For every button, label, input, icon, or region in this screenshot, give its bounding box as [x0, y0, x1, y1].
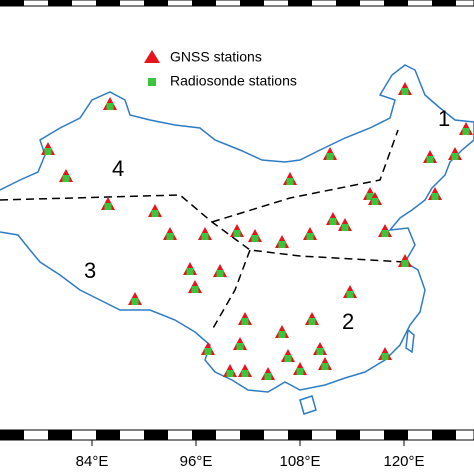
boundary [211, 129, 399, 223]
radiosonde-station [44, 148, 52, 155]
radiosonde-station [366, 193, 374, 200]
radiosonde-station [106, 103, 114, 110]
frame-stripe [336, 0, 360, 6]
radiosonde-station [241, 370, 249, 377]
frame-stripe [96, 430, 120, 440]
region-label: 3 [84, 258, 96, 283]
radiosonde-station [62, 175, 70, 182]
radiosonde-station [151, 210, 159, 217]
x-tick-label: 120°E [383, 453, 424, 470]
frame-stripe [48, 430, 72, 440]
frame-stripe [384, 0, 408, 6]
country-outline [0, 64, 474, 393]
radiosonde-station [321, 363, 329, 370]
frame-stripe [432, 430, 456, 440]
legend: GNSS stations Radiosonde stations [144, 49, 297, 89]
boundary [211, 249, 251, 331]
x-tick-label: 84°E [76, 453, 109, 470]
frame-stripe [0, 430, 24, 440]
legend-label: Radiosonde stations [170, 73, 297, 89]
radiosonde-station [346, 291, 354, 298]
legend-label: GNSS stations [170, 49, 262, 65]
x-axis: 84°E 96°E 108°E 120°E [76, 440, 425, 470]
radiosonde-station [401, 260, 409, 267]
region-label: 2 [342, 309, 354, 334]
frame-stripe [432, 0, 456, 6]
radiosonde-station [431, 193, 439, 200]
boundary [0, 194, 406, 263]
radiosonde-station [216, 270, 224, 277]
radiosonde-station [104, 203, 112, 210]
frame [0, 0, 474, 441]
radiosonde-station [286, 178, 294, 185]
radiosonde-station [278, 241, 286, 248]
radiosonde-station [329, 218, 337, 225]
radiosonde-station [226, 370, 234, 377]
radiosonde-station [204, 348, 212, 355]
radiosonde-station [306, 233, 314, 240]
radiosonde-station [462, 128, 470, 135]
frame-stripe [336, 430, 360, 440]
frame-stripe [0, 0, 24, 6]
radiosonde-station [316, 348, 324, 355]
radiosonde-station [308, 318, 316, 325]
radiosonde-station [284, 355, 292, 362]
region-label: 4 [112, 156, 124, 181]
x-tick-label: 96°E [180, 453, 213, 470]
frame-stripe [240, 430, 264, 440]
frame-stripe [288, 0, 312, 6]
frame-stripe [240, 0, 264, 6]
region-boundaries [0, 129, 406, 331]
frame-stripe [192, 430, 216, 440]
radiosonde-station [371, 198, 379, 205]
frame-stripe [288, 430, 312, 440]
frame-stripe [144, 430, 168, 440]
radiosonde-station [251, 235, 259, 242]
island-outline [405, 328, 415, 354]
x-tick-label: 108°E [279, 453, 320, 470]
radiosonde-station [264, 373, 272, 380]
frame-stripe [384, 430, 408, 440]
frame-stripe [48, 0, 72, 6]
stations [41, 82, 473, 380]
radiosonde-station [131, 298, 139, 305]
frame-stripe [144, 0, 168, 6]
radiosonde-station [401, 88, 409, 95]
frame-stripe [96, 0, 120, 6]
radiosonde-station [201, 233, 209, 240]
radiosonde-station [166, 233, 174, 240]
radiosonde-station [426, 156, 434, 163]
radiosonde-station [341, 224, 349, 231]
radiosonde-station [451, 153, 459, 160]
radiosonde-station [233, 230, 241, 237]
frame-border [0, 429, 474, 441]
legend-symbol [148, 78, 156, 86]
radiosonde-station [296, 368, 304, 375]
frame-stripe [192, 0, 216, 6]
legend-symbol [144, 50, 160, 63]
island-outline [299, 395, 317, 415]
radiosonde-station [236, 343, 244, 350]
region-label: 1 [438, 106, 450, 131]
radiosonde-station [381, 230, 389, 237]
radiosonde-station [278, 331, 286, 338]
radiosonde-station [191, 286, 199, 293]
radiosonde-station [326, 153, 334, 160]
frame-border [0, 0, 474, 7]
radiosonde-station [381, 353, 389, 360]
radiosonde-station [241, 318, 249, 325]
radiosonde-station [186, 268, 194, 275]
